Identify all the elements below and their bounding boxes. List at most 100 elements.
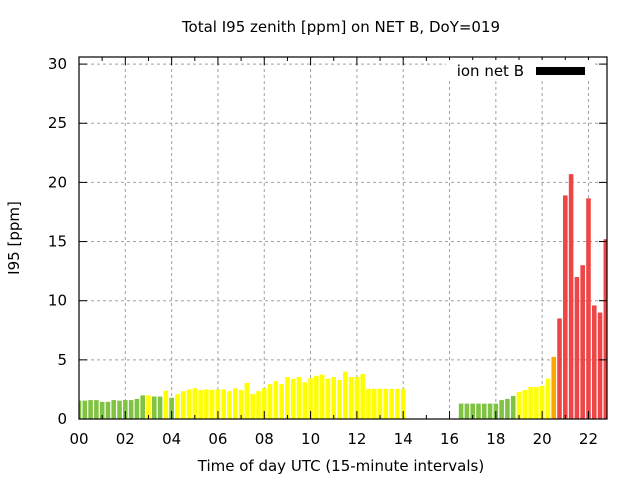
bar	[354, 377, 360, 419]
bar	[522, 390, 528, 419]
bar	[371, 388, 377, 419]
bar	[539, 385, 545, 419]
x-tick-label: 12	[347, 430, 366, 448]
bar	[470, 403, 475, 419]
bar	[528, 387, 533, 419]
bar	[140, 395, 145, 419]
x-tick-label: 10	[301, 430, 320, 448]
bar	[516, 391, 522, 419]
bar	[510, 395, 516, 419]
bar	[551, 356, 557, 419]
bar	[476, 403, 481, 419]
bar	[198, 390, 203, 419]
bar	[273, 381, 279, 419]
bar	[256, 391, 261, 419]
bar	[227, 391, 232, 419]
bar	[534, 387, 539, 419]
bar	[267, 384, 273, 419]
bar	[308, 378, 313, 419]
bar	[337, 379, 342, 419]
bar	[123, 400, 128, 419]
x-tick-label: 22	[579, 430, 598, 448]
x-tick-label: 16	[440, 430, 459, 448]
bar	[574, 277, 580, 419]
bar	[209, 390, 215, 419]
bar	[568, 174, 574, 419]
x-tick-label: 20	[533, 430, 552, 448]
grid-lines	[79, 57, 607, 419]
x-tick-label: 14	[394, 430, 413, 448]
x-tick-label: 08	[255, 430, 274, 448]
bar	[244, 382, 250, 419]
bar	[591, 305, 597, 419]
bar	[290, 378, 296, 419]
bar	[331, 377, 337, 419]
x-tick-label: 00	[69, 430, 88, 448]
bar	[192, 388, 198, 419]
x-tick-label: 06	[208, 430, 227, 448]
bar	[128, 400, 134, 419]
bar	[314, 375, 319, 419]
bar	[400, 388, 406, 419]
bar	[180, 391, 186, 419]
y-tick-label: 0	[57, 410, 67, 428]
bar	[557, 318, 562, 419]
bar	[464, 403, 470, 419]
bar	[186, 389, 192, 419]
x-axis-label: Time of day UTC (15-minute intervals)	[197, 457, 484, 475]
y-tick-label: 15	[48, 233, 67, 251]
bar	[221, 389, 227, 419]
bar	[366, 388, 371, 419]
y-tick-label: 25	[48, 114, 67, 132]
bar	[348, 377, 354, 419]
x-tick-label: 04	[162, 430, 181, 448]
bar	[82, 400, 88, 419]
legend: ion net B	[446, 60, 594, 80]
bar	[389, 388, 394, 419]
bar	[377, 388, 383, 419]
legend-swatch	[536, 67, 585, 75]
bar	[88, 400, 93, 419]
bar	[261, 388, 267, 419]
y-tick-label: 20	[48, 173, 67, 191]
bar	[204, 389, 209, 419]
x-tick-label: 18	[486, 430, 505, 448]
y-tick-labels: 0 5 10 15 20 25 30	[48, 55, 67, 428]
bar	[250, 394, 255, 419]
bar	[105, 401, 111, 419]
bar	[383, 388, 389, 419]
bar	[325, 378, 331, 419]
bar	[99, 401, 105, 419]
y-tick-label: 5	[57, 351, 67, 369]
bar	[111, 400, 117, 419]
bar	[505, 398, 510, 419]
bar	[580, 265, 585, 419]
bar	[169, 397, 174, 419]
bar	[458, 403, 464, 419]
bar	[238, 390, 244, 419]
bar	[563, 195, 568, 419]
bar	[603, 239, 607, 419]
bar	[151, 396, 157, 419]
bar	[146, 395, 151, 419]
bar	[302, 382, 308, 419]
bar	[586, 198, 591, 419]
bar	[134, 398, 140, 419]
plot-frame	[78, 56, 608, 420]
bar	[157, 396, 163, 419]
bar	[499, 400, 504, 419]
x-tick-labels: 00 02 04 06 08 10 12 14 16 18 20 22	[69, 430, 598, 448]
bar	[343, 371, 348, 419]
bars	[79, 174, 607, 419]
bar	[215, 389, 221, 419]
bar	[285, 377, 290, 419]
x-tick-label: 02	[116, 430, 135, 448]
legend-label: ion net B	[457, 62, 524, 80]
y-tick-label: 10	[48, 292, 67, 310]
bar	[94, 400, 99, 419]
axis-ticks	[78, 57, 607, 420]
bar	[545, 378, 551, 419]
chart-title: Total I95 zenith [ppm] on NET B, DoY=019	[181, 18, 500, 36]
bar	[79, 400, 82, 419]
